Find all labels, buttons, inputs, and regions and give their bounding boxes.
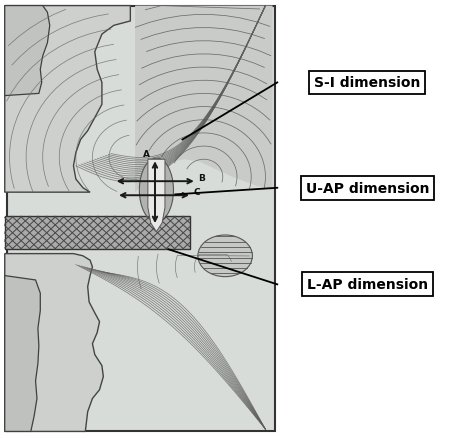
Polygon shape — [135, 7, 273, 193]
Ellipse shape — [198, 236, 252, 277]
Polygon shape — [148, 160, 165, 232]
Text: A: A — [143, 149, 150, 159]
Ellipse shape — [139, 159, 173, 222]
Polygon shape — [5, 254, 103, 431]
Polygon shape — [5, 7, 50, 96]
FancyBboxPatch shape — [7, 7, 275, 431]
Text: U-AP dimension: U-AP dimension — [306, 181, 429, 195]
Text: L-AP dimension: L-AP dimension — [307, 278, 428, 292]
FancyBboxPatch shape — [5, 217, 190, 250]
Text: B: B — [198, 174, 205, 183]
Polygon shape — [5, 7, 130, 193]
Polygon shape — [5, 276, 40, 431]
Text: C: C — [193, 188, 200, 197]
Text: S-I dimension: S-I dimension — [314, 76, 420, 90]
